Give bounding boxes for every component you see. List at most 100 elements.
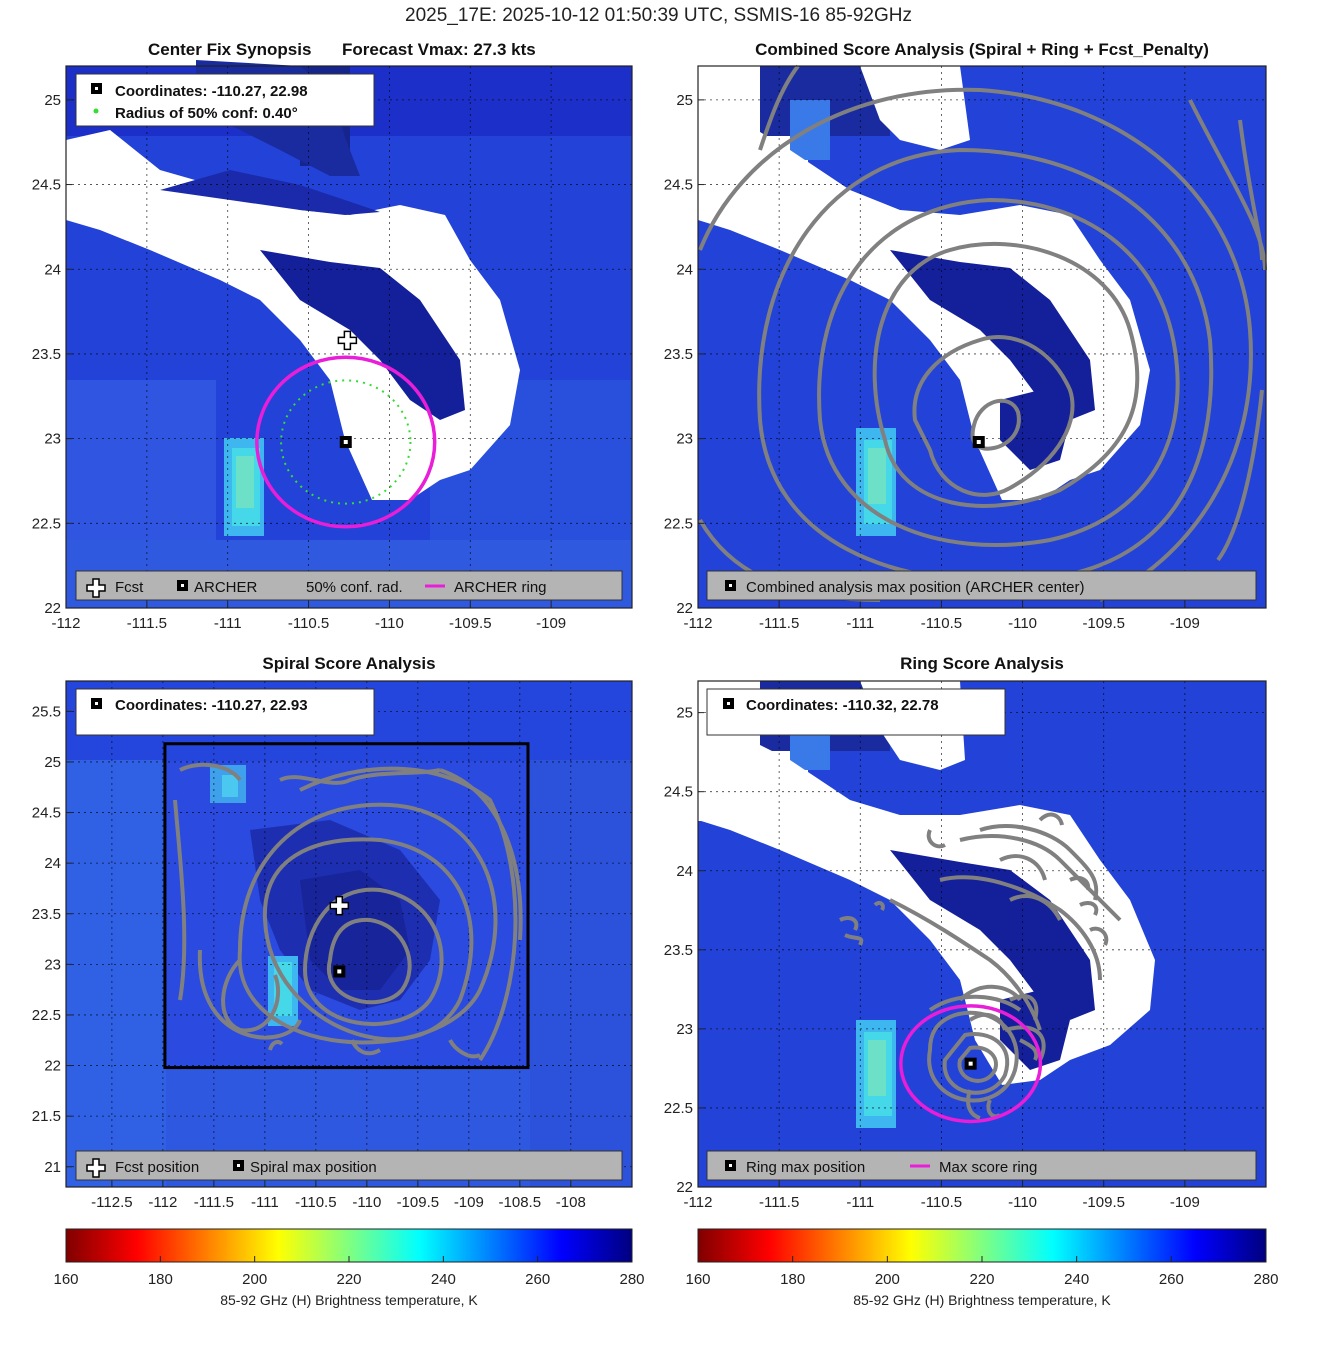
spiral-xtick-label-7: -109 — [454, 1194, 484, 1211]
synopsis-ytick-label-6: 25 — [44, 92, 61, 109]
combined-ytick-label-0: 22 — [676, 600, 693, 617]
spiral-legend: Fcst position Spiral max position — [75, 1150, 623, 1181]
ring-xtick-label-5: -109.5 — [1082, 1194, 1125, 1211]
fcst-marker — [337, 330, 358, 351]
spiral-title: Spiral Score Analysis — [262, 654, 436, 673]
cb0-tick-label-3: 220 — [336, 1271, 361, 1288]
spiral-xtick-label-1: -112 — [148, 1194, 177, 1211]
ring-xtick-label-4: -110 — [1008, 1194, 1037, 1211]
combined-ytick-label-2: 23 — [676, 431, 693, 448]
synopsis-ytick-label-5: 24.5 — [32, 177, 61, 194]
legend-spiral-max: Spiral max position — [250, 1159, 377, 1176]
synopsis-xtick-label-5: -109.5 — [449, 615, 492, 632]
ring-xtick-label-6: -109 — [1170, 1194, 1200, 1211]
combined-hot-column — [856, 428, 896, 536]
ring-legend: Ring max position Max score ring — [706, 1150, 1257, 1181]
spiral-coordinates: Coordinates: -110.27, 22.93 — [115, 697, 308, 714]
fcst-position-icon — [86, 1158, 106, 1178]
combined-title: Combined Score Analysis (Spiral + Ring +… — [755, 40, 1209, 59]
conf-radius-circle — [280, 379, 412, 505]
synopsis-ytick-label-2: 23 — [44, 431, 61, 448]
combined-ytick-label-1: 22.5 — [664, 515, 693, 532]
ring-ytick-label-2: 23 — [676, 1021, 693, 1038]
cb1-tick-label-1: 180 — [780, 1271, 805, 1288]
synopsis-ytick-label-0: 22 — [44, 600, 61, 617]
synopsis-legend: Fcst ARCHER 50% conf. rad. ARCHER ring — [75, 570, 623, 601]
figure-title: 2025_17E: 2025-10-12 01:50:39 UTC, SSMIS… — [405, 5, 912, 26]
spiral-ytick-label-7: 24.5 — [32, 805, 61, 822]
archer-center-marker-core — [343, 440, 348, 445]
ring-ytick-label-0: 22 — [676, 1179, 693, 1196]
legend-max-score-ring: Max score ring — [939, 1159, 1037, 1176]
ring-xtick-label-0: -112 — [684, 1194, 713, 1211]
ring-hot-column — [856, 1020, 896, 1128]
synopsis-coordinates: Coordinates: -110.27, 22.98 — [115, 83, 308, 100]
ring-ytick-label-6: 25 — [676, 705, 693, 722]
cb1-tick-label-2: 200 — [875, 1271, 900, 1288]
cb1-tick-label-0: 160 — [685, 1271, 710, 1288]
spiral-ytick-label-0: 21 — [44, 1159, 61, 1176]
combined-max-marker-core — [976, 440, 981, 445]
legend-conf-radius: 50% conf. rad. — [306, 579, 403, 596]
ring-max-marker-core — [968, 1061, 973, 1066]
archer-ring — [255, 355, 437, 529]
ring-info-box: Coordinates: -110.32, 22.78 — [706, 688, 1006, 736]
synopsis-title: Center Fix Synopsis — [148, 40, 312, 59]
combined-xtick-label-5: -109.5 — [1082, 615, 1125, 632]
synopsis-xtick-label-3: -110.5 — [288, 615, 329, 632]
ring-axes-bg — [698, 681, 1266, 1187]
spiral-xtick-label-5: -110 — [352, 1194, 381, 1211]
combined-legend: Combined analysis max position (ARCHER c… — [706, 570, 1257, 601]
synopsis-vmax: Forecast Vmax: 27.3 kts — [342, 40, 536, 59]
ring-ytick-label-1: 22.5 — [664, 1100, 693, 1117]
spiral-xtick-label-6: -109.5 — [397, 1194, 440, 1211]
ring-ytick-label-4: 24 — [676, 863, 693, 880]
combined-ytick-label-6: 25 — [676, 92, 693, 109]
cb1-tick-label-6: 280 — [1253, 1271, 1278, 1288]
cb1-tick-label-3: 220 — [969, 1271, 994, 1288]
spiral-xtick-label-8: -108.5 — [499, 1194, 542, 1211]
spiral-xtick-label-3: -111 — [251, 1194, 279, 1211]
combined-axes-bg — [698, 66, 1266, 608]
synopsis-ytick-label-4: 24 — [44, 261, 61, 278]
spiral-ytick-label-8: 25 — [44, 754, 61, 771]
ring-panel: -112 -111.5 -111 -110.5 -110 -109.5 -109 22 22.5… — [664, 680, 1267, 1211]
cb0-tick-label-5: 260 — [525, 1271, 550, 1288]
spiral-ytick-label-5: 23.5 — [32, 906, 61, 923]
spiral-contours — [173, 762, 523, 1062]
spiral-axes-frame — [65, 680, 633, 1188]
spiral-ytick-label-2: 22 — [44, 1058, 61, 1075]
synopsis-ytick-label-3: 23.5 — [32, 346, 61, 363]
colorbar-right-label: 85-92 GHz (H) Brightness temperature, K — [853, 1292, 1111, 1308]
ring-coordinates: Coordinates: -110.32, 22.78 — [746, 697, 939, 714]
spiral-ytick-label-3: 22.5 — [32, 1007, 61, 1024]
spiral-max-marker-core — [337, 969, 342, 974]
combined-xtick-label-1: -111.5 — [759, 615, 799, 632]
spiral-xtick-label-2: -111.5 — [194, 1194, 234, 1211]
spiral-ytick-label-9: 25.5 — [32, 703, 61, 720]
cb1-tick-label-4: 240 — [1064, 1271, 1089, 1288]
synopsis-xtick-label-0: -112 — [52, 615, 81, 632]
cb0-tick-label-1: 180 — [148, 1271, 173, 1288]
spiral-ytick-label-1: 21.5 — [32, 1108, 61, 1125]
colorbar-left-label: 85-92 GHz (H) Brightness temperature, K — [220, 1292, 478, 1308]
spiral-ytick-label-6: 24 — [44, 855, 61, 872]
combined-xtick-label-2: -111 — [846, 615, 874, 632]
legend-archer-ring: ARCHER ring — [454, 579, 547, 596]
combined-xtick-label-4: -110 — [1008, 615, 1037, 632]
ring-xtick-label-3: -110.5 — [921, 1194, 962, 1211]
synopsis-xtick-label-1: -111.5 — [127, 615, 167, 632]
legend-combined-max: Combined analysis max position (ARCHER c… — [746, 579, 1084, 596]
spiral-ytick-label-4: 23 — [44, 956, 61, 973]
synopsis-xtick-label-6: -109 — [536, 615, 566, 632]
spiral-info-box: Coordinates: -110.27, 22.93 — [75, 688, 375, 736]
cb0-tick-label-0: 160 — [53, 1271, 78, 1288]
spiral-search-box — [163, 742, 530, 1070]
colorbar-left: 160 180 200 220 240 260 280 — [53, 1228, 645, 1288]
colorbar-right: 160 180 200 220 240 260 280 — [685, 1228, 1279, 1288]
synopsis-conf-radius: Radius of 50% conf: 0.40° — [115, 105, 298, 122]
spiral-xtick-label-0: -112.5 — [91, 1194, 132, 1211]
synopsis-xtick-label-4: -110 — [375, 615, 404, 632]
cb1-tick-label-5: 260 — [1159, 1271, 1184, 1288]
ring-ytick-label-5: 24.5 — [664, 784, 693, 801]
